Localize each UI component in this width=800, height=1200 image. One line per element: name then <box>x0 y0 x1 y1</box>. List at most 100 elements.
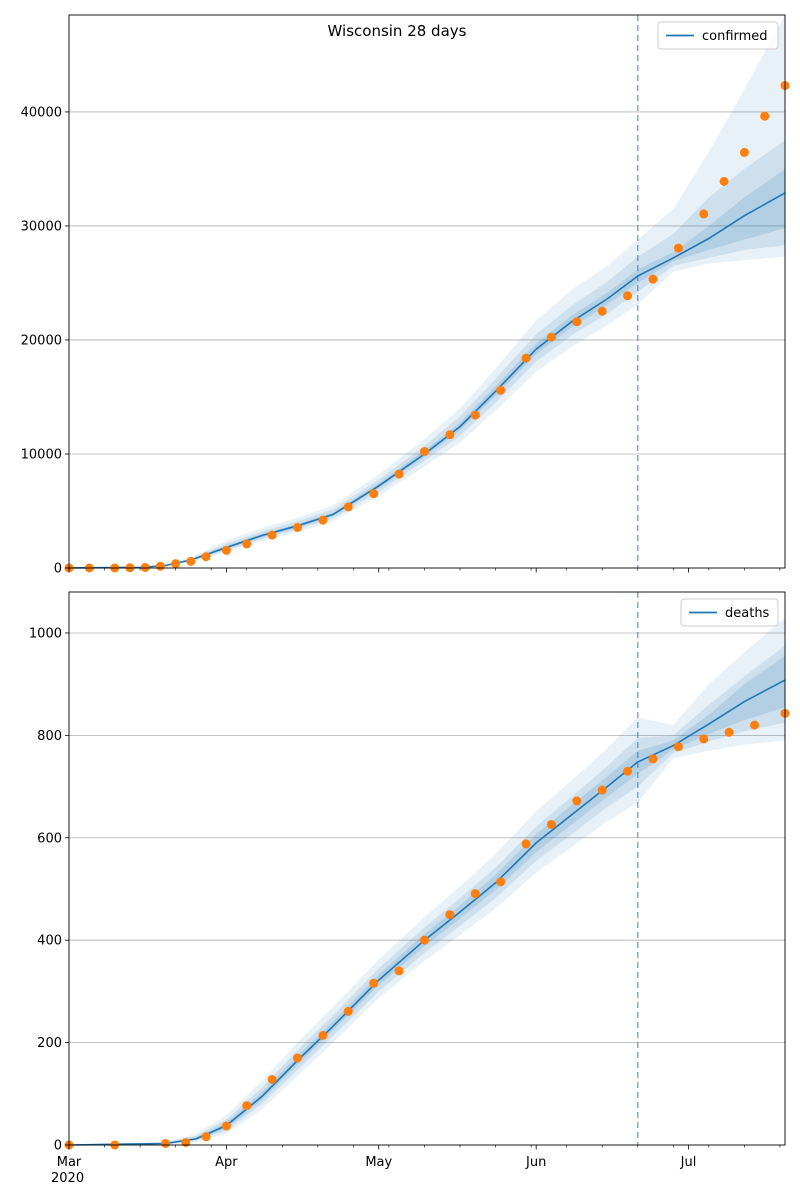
deaths-observed-point <box>242 1101 252 1111</box>
confirmed-model-line <box>68 192 786 569</box>
x-tick-label: Jul <box>680 1155 697 1170</box>
confirmed-observed-point <box>648 274 658 284</box>
confirmed-y-tick-label: 20000 <box>21 333 62 348</box>
deaths-observed-point <box>160 1138 170 1148</box>
deaths-uncertainty-bands <box>69 617 785 1145</box>
deaths-observed-point <box>221 1121 231 1131</box>
deaths-band-2 <box>69 645 785 1145</box>
confirmed-observed-point <box>623 291 633 301</box>
deaths-observed-point <box>623 766 633 776</box>
confirmed-observed-point <box>369 489 379 499</box>
deaths-y-tick-label: 800 <box>37 729 62 744</box>
x-tick-label: May <box>365 1155 392 1170</box>
confirmed-observed-point <box>572 317 582 327</box>
deaths-observed-point <box>394 966 404 976</box>
deaths-observed-point <box>521 839 531 849</box>
confirmed-observed-point <box>419 446 429 456</box>
confirmed-observed-point <box>739 147 749 157</box>
deaths-observed-point <box>343 1006 353 1016</box>
deaths-observed-point <box>648 754 658 764</box>
deaths-observed-point <box>293 1053 303 1063</box>
confirmed-observed-point <box>318 515 328 525</box>
deaths-frame <box>68 591 786 1146</box>
confirmed-observed-points <box>64 81 790 573</box>
deaths-band-1 <box>69 617 785 1145</box>
confirmed-observed-point <box>155 561 165 571</box>
deaths-y-tick-label: 200 <box>37 1036 62 1051</box>
deaths-observed-point <box>318 1030 328 1040</box>
confirmed-observed-point <box>699 209 709 219</box>
confirmed-y-tick-label: 0 <box>54 562 62 577</box>
confirmed-observed-point <box>546 332 556 342</box>
deaths-observed-point <box>750 720 760 730</box>
deaths-observed-point <box>597 785 607 795</box>
x-tick-label: Mar <box>57 1155 82 1170</box>
confirmed-observed-point <box>242 539 252 549</box>
deaths-y-tick-label: 600 <box>37 831 62 846</box>
confirmed-y-axis: 0 10000 20000 30000 40000 <box>21 105 69 577</box>
confirmed-observed-point <box>221 545 231 555</box>
confirmed-frame <box>68 14 786 569</box>
confirmed-panel: 0 10000 20000 30000 40000 confirmed <box>21 14 790 577</box>
confirmed-observed-point <box>186 556 196 566</box>
confirmed-observed-point <box>445 430 455 440</box>
confirmed-legend-label: confirmed <box>702 29 768 44</box>
confirmed-x-axis <box>68 568 781 573</box>
deaths-legend-box <box>680 598 779 627</box>
confirmed-observed-point <box>201 552 211 562</box>
deaths-observed-point <box>673 742 683 752</box>
deaths-band-3 <box>69 656 785 1145</box>
x-tick-label: Jun <box>525 1155 546 1170</box>
confirmed-observed-point <box>597 306 607 316</box>
confirmed-axes-frame <box>68 14 786 569</box>
confirmed-observed-point <box>343 502 353 512</box>
confirmed-observed-point <box>719 176 729 186</box>
deaths-observed-points <box>64 708 790 1150</box>
confirmed-y-tick-label: 40000 <box>21 105 62 120</box>
deaths-observed-point <box>572 796 582 806</box>
confirmed-observed-point <box>394 469 404 479</box>
confirmed-observed-point <box>760 111 770 121</box>
deaths-observed-point <box>419 935 429 945</box>
confirmed-observed-point <box>521 353 531 363</box>
confirmed-observed-point <box>171 559 181 569</box>
deaths-observed-point <box>699 734 709 744</box>
deaths-y-tick-label: 1000 <box>29 626 62 641</box>
confirmed-observed-point <box>470 410 480 420</box>
confirmed-model-path <box>68 192 786 569</box>
confirmed-observed-point <box>496 385 506 395</box>
confirmed-legend-box <box>657 21 779 50</box>
confirmed-observed-point <box>140 562 150 572</box>
confirmed-band-1 <box>69 15 785 568</box>
deaths-y-axis: 0 200 400 600 800 1000 <box>29 626 69 1154</box>
deaths-observed-point <box>546 819 556 829</box>
confirmed-observed-point <box>293 522 303 532</box>
deaths-axes-frame <box>68 591 786 1146</box>
confirmed-y-tick-label: 30000 <box>21 219 62 234</box>
confirmed-legend: confirmed <box>657 21 779 50</box>
deaths-y-tick-label: 400 <box>37 934 62 949</box>
deaths-observed-point <box>201 1132 211 1142</box>
confirmed-y-tick-label: 10000 <box>21 447 62 462</box>
deaths-observed-point <box>470 889 480 899</box>
confirmed-uncertainty-bands <box>69 15 785 568</box>
deaths-observed-point <box>445 910 455 920</box>
deaths-observed-point <box>369 978 379 988</box>
deaths-legend: deaths <box>680 598 779 627</box>
figure-title: Wisconsin 28 days <box>328 22 467 40</box>
deaths-y-tick-label: 0 <box>54 1139 62 1154</box>
deaths-gridlines <box>69 632 785 1043</box>
deaths-legend-label: deaths <box>725 606 770 621</box>
deaths-observed-point <box>496 877 506 887</box>
confirmed-observed-point <box>673 243 683 253</box>
x-tick-year-label: 2020 <box>51 1171 84 1186</box>
confirmed-observed-point <box>267 530 277 540</box>
x-tick-label: Apr <box>215 1155 238 1170</box>
deaths-observed-point <box>181 1137 191 1147</box>
deaths-observed-point <box>267 1074 277 1084</box>
deaths-observed-point <box>724 727 734 737</box>
